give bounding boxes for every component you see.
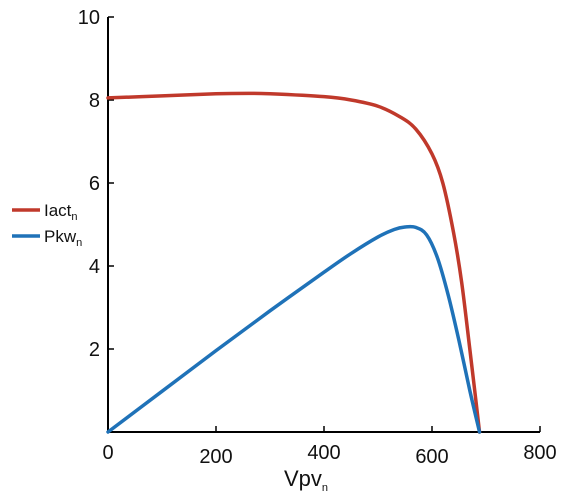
- legend-label: Iactn: [44, 201, 78, 223]
- x-tick-label: 600: [415, 446, 448, 468]
- y-tick-label: 8: [89, 90, 100, 112]
- x-tick-label: 200: [199, 446, 232, 468]
- y-tick-label: 6: [89, 173, 100, 195]
- series-layer: [106, 91, 482, 434]
- legend: Iactn Pkwn: [12, 201, 82, 249]
- legend-item-pkw: Pkwn: [12, 227, 82, 249]
- x-tick-label: 800: [523, 442, 556, 464]
- y-ticks: 2 4 6 8 10: [78, 7, 114, 361]
- axes: 0 200 400 600 800 2 4 6 8 10: [78, 7, 557, 468]
- series-line-pkw: [106, 224, 482, 434]
- x-axis-label-subscript: n: [322, 482, 328, 494]
- y-tick-label: 2: [89, 339, 100, 361]
- y-tick-label: 10: [78, 7, 100, 29]
- x-ticks: 0 200 400 600 800: [102, 426, 557, 468]
- x-axis-label: Vpvn: [284, 466, 328, 494]
- x-axis-label-text: Vpv: [284, 466, 322, 491]
- legend-label: Pkwn: [44, 227, 82, 249]
- y-tick-label: 4: [89, 256, 100, 278]
- x-tick-label: 0: [102, 442, 113, 464]
- legend-item-iact: Iactn: [12, 201, 78, 223]
- x-tick-label: 400: [307, 442, 340, 464]
- series-line-iact: [106, 91, 482, 434]
